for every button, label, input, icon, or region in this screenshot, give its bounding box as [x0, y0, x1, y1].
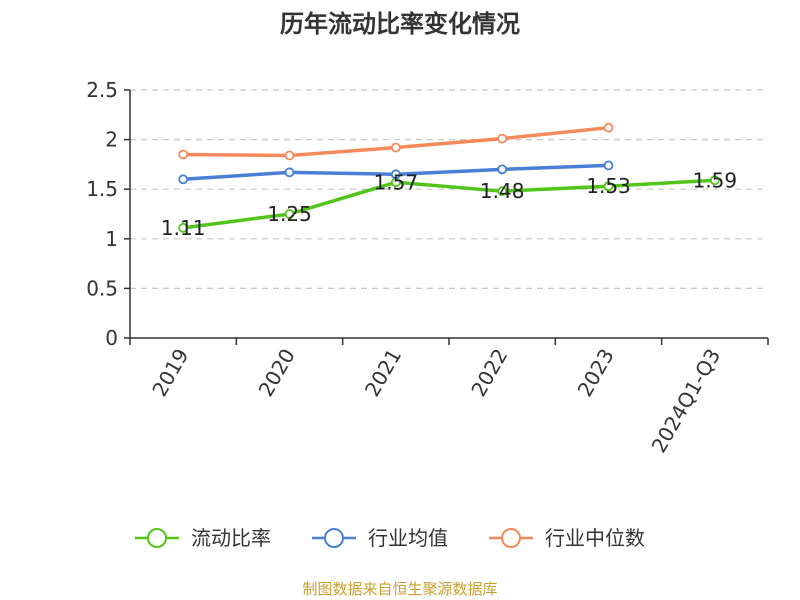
data-point	[497, 164, 508, 175]
x-tick-label: 2023	[573, 345, 619, 401]
data-point	[709, 175, 720, 186]
y-tick-label: 0.5	[86, 276, 118, 300]
data-point	[284, 150, 295, 161]
data-point	[390, 142, 401, 153]
y-tick-label: 2	[105, 128, 118, 152]
data-point	[603, 160, 614, 171]
y-tick-label: 0	[105, 326, 118, 350]
y-tick-label: 2.5	[86, 78, 118, 102]
legend-label: 行业中位数	[545, 526, 645, 550]
data-point	[390, 169, 401, 180]
source-note: 制图数据来自恒生聚源数据库	[302, 580, 497, 598]
data-label: 1.53	[586, 174, 631, 198]
data-label: 1.48	[480, 179, 525, 203]
data-point	[284, 167, 295, 178]
y-tick-label: 1	[105, 227, 118, 251]
data-point	[284, 209, 295, 219]
data-point	[603, 122, 614, 133]
legend-label: 流动比率	[191, 526, 271, 550]
data-point	[178, 149, 189, 160]
legend-swatch-marker	[501, 528, 521, 548]
data-label: 1.59	[693, 168, 738, 192]
data-labels: 1.11 1.25 1.57 1.48 1.53 1.59	[161, 168, 737, 240]
legend: 流动比率 行业均值 行业中位数	[135, 526, 645, 550]
x-tick-label: 2024Q1-Q3	[646, 345, 725, 457]
gridlines	[130, 89, 768, 289]
data-label: 1.57	[374, 170, 419, 194]
data-point	[497, 186, 508, 197]
x-tick-label: 2020	[254, 345, 300, 401]
legend-label: 行业均值	[368, 526, 448, 550]
data-point	[178, 174, 189, 185]
data-point	[497, 133, 508, 144]
y-axis-tick-labels: 0 0.5 1 1.5 2 2.5	[86, 78, 118, 350]
legend-swatch-marker	[324, 528, 344, 548]
data-label: 1.11	[161, 216, 206, 240]
data-point	[603, 181, 614, 192]
x-tick-label: 2019	[147, 345, 193, 401]
legend-swatch-marker	[147, 528, 167, 548]
series-line	[182, 178, 715, 230]
x-tick-label: 2021	[360, 345, 406, 401]
chart-title: 历年流动比率变化情况	[280, 10, 520, 38]
x-tick-label: 2022	[466, 344, 512, 400]
y-tick-label: 1.5	[86, 177, 118, 201]
data-point	[178, 222, 189, 233]
series-lines	[178, 122, 720, 233]
axes	[124, 89, 769, 345]
data-label: 1.25	[267, 202, 312, 226]
x-axis-tick-labels: 2019 2020 2021 2022 2023 2024Q1-Q3	[147, 344, 725, 456]
